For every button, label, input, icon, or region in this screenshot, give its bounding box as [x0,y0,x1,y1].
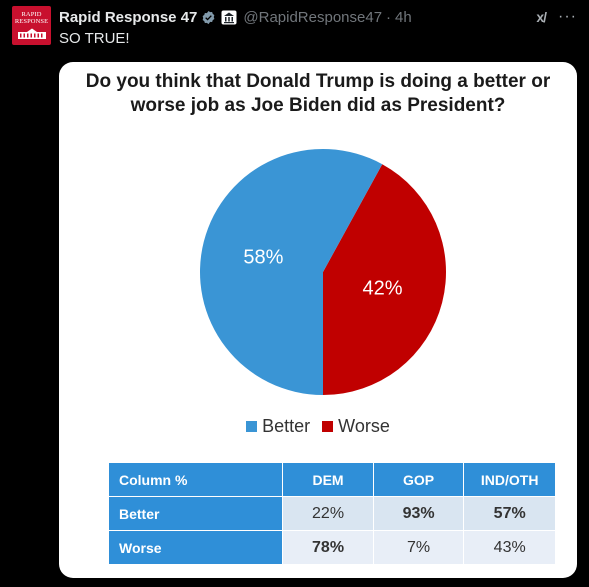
separator-dot: · [386,8,392,26]
tweet-header: Rapid Response 47 @RapidResponse47 · 4h … [59,7,577,27]
row-label-worse: Worse [107,530,284,565]
poll-title: Do you think that Donald Trump is doing … [85,71,551,116]
pie-label-worse: 42% [363,277,403,299]
cell-worse-ind: 43% [463,530,556,565]
table-row: Worse 78% 7% 43% [107,530,556,565]
pie-chart: 42% 58% [199,148,446,395]
white-house-icon [17,28,46,39]
author-handle[interactable]: @RapidResponse47 [243,8,383,26]
timestamp[interactable]: 4h [395,8,412,26]
government-building-icon[interactable] [221,10,237,25]
cell-worse-dem: 78% [282,530,374,565]
legend-swatch-better [246,421,258,432]
table-row: Better 22% 93% 57% [107,496,556,531]
cell-worse-gop: 7% [372,530,465,565]
pie-label-better: 58% [243,247,283,269]
tweet-text: SO TRUE! [59,30,130,47]
legend-label-better: Better [262,416,311,436]
more-icon[interactable]: ··· [558,8,577,25]
pie-slice-better [199,148,383,395]
cell-better-dem: 22% [282,496,374,531]
legend-item-better: Better [246,416,310,437]
table-header-gop: GOP [372,462,465,497]
avatar[interactable]: RAPID RESPONSE [12,6,51,45]
verified-badge-icon[interactable] [201,10,216,25]
cell-better-ind: 57% [463,496,556,531]
chart-legend: Better Worse [59,416,577,437]
author-name[interactable]: Rapid Response 47 [59,8,198,26]
avatar-text-line1: RAPID [21,11,42,18]
legend-swatch-worse [322,421,334,432]
legend-item-worse: Worse [322,416,390,437]
crosstab-table: Column % DEM GOP IND/OTH Better 22% 93% … [107,462,556,565]
table-header-row: Column % DEM GOP IND/OTH [107,462,556,497]
avatar-text-line2: RESPONSE [14,18,49,25]
table-header-column: Column % [107,462,284,497]
table-header-ind: IND/OTH [463,462,556,497]
legend-label-worse: Worse [338,416,390,436]
media-image[interactable]: Do you think that Donald Trump is doing … [59,62,577,578]
table-header-dem: DEM [282,462,374,497]
cell-better-gop: 93% [372,496,465,531]
pie-slice-worse [323,164,446,395]
grok-icon[interactable]: x/ [536,9,547,25]
row-label-better: Better [107,496,284,531]
